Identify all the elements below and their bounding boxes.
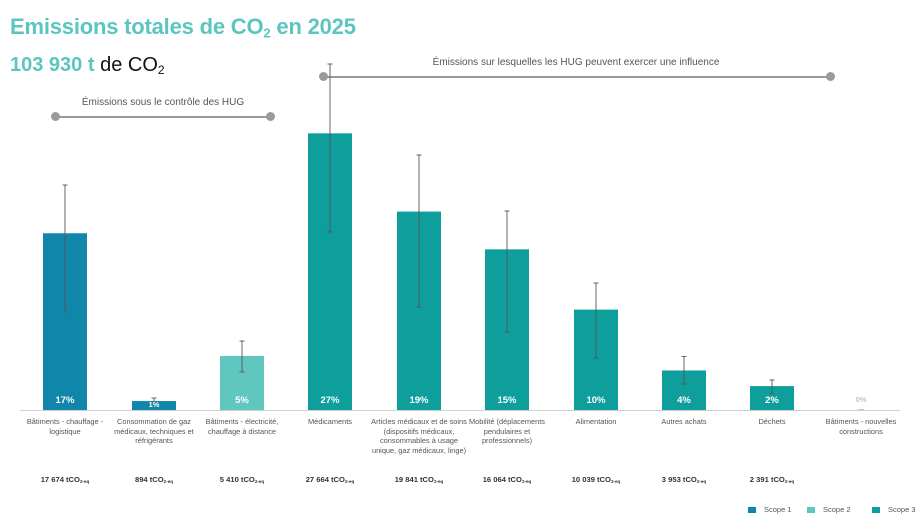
bar xyxy=(858,409,864,410)
bar xyxy=(132,401,176,410)
category-label: Bâtiments - électricité, chauffage à dis… xyxy=(205,417,279,436)
category-label: Alimentation xyxy=(575,417,617,426)
bracket-dot xyxy=(266,112,275,121)
value-label: 894 tCO2-eq xyxy=(134,475,174,485)
percent-label: 17% xyxy=(55,395,75,406)
legend-swatch xyxy=(748,506,756,513)
percent-label: 19% xyxy=(409,395,429,406)
legend-scope-1: Scope 1 xyxy=(748,505,792,514)
percent-label: 27% xyxy=(320,395,340,406)
legend-swatch xyxy=(807,506,815,513)
legend-swatch xyxy=(872,506,880,513)
chart-title: Emissions totales de CO2 en 2025 xyxy=(10,14,356,41)
legend-scope-2: Scope 2 xyxy=(807,505,851,514)
value-label: 5 410 tCO2-eq xyxy=(219,475,265,485)
bracket-label-influence: Émissions sur lesquelles les HUG peuvent… xyxy=(432,57,720,68)
bar xyxy=(750,386,794,410)
bracket-dot xyxy=(51,112,60,121)
percent-label: 15% xyxy=(497,395,517,406)
value-label: 2 391 tCO2-eq xyxy=(749,475,795,485)
bracket-dot xyxy=(826,72,835,81)
value-label: 27 664 tCO2-eq xyxy=(305,475,355,485)
bracket-line-influence xyxy=(324,76,831,78)
category-label: Bâtiments - chauffage - logistique xyxy=(26,417,104,436)
category-label: Autres achats xyxy=(661,417,707,426)
bracket-dot xyxy=(319,72,328,81)
value-label: 17 674 tCO2-eq xyxy=(40,475,90,485)
value-label: 10 039 tCO2-eq xyxy=(571,475,621,485)
category-label: Articles médicaux et de soins (dispositi… xyxy=(371,417,467,455)
bracket-label-control: Émissions sous le contrôle des HUG xyxy=(81,97,245,108)
category-label: Mobilité (déplacements pendulaires et pr… xyxy=(469,417,545,445)
value-label: 19 841 tCO2-eq xyxy=(394,475,444,485)
percent-label: 0% xyxy=(856,395,867,404)
percent-label: 4% xyxy=(677,395,691,406)
percent-label: 5% xyxy=(235,395,249,406)
bracket-line-control xyxy=(56,116,271,118)
value-label: 16 064 tCO2-eq xyxy=(482,475,532,485)
category-label: Consommation de gaz médicaux, techniques… xyxy=(114,417,194,445)
percent-label: 1% xyxy=(149,400,160,409)
category-label: Déchets xyxy=(758,417,786,426)
category-label: Médicaments xyxy=(308,417,352,426)
total-emissions: 103 930 t de CO2 xyxy=(10,54,165,77)
legend-scope-3: Scope 3 xyxy=(872,505,916,514)
percent-label: 2% xyxy=(765,395,779,406)
percent-label: 10% xyxy=(586,395,606,406)
value-label: 3 953 tCO2-eq xyxy=(661,475,707,485)
category-label: Bâtiments - nouvelles constructions xyxy=(825,417,897,436)
